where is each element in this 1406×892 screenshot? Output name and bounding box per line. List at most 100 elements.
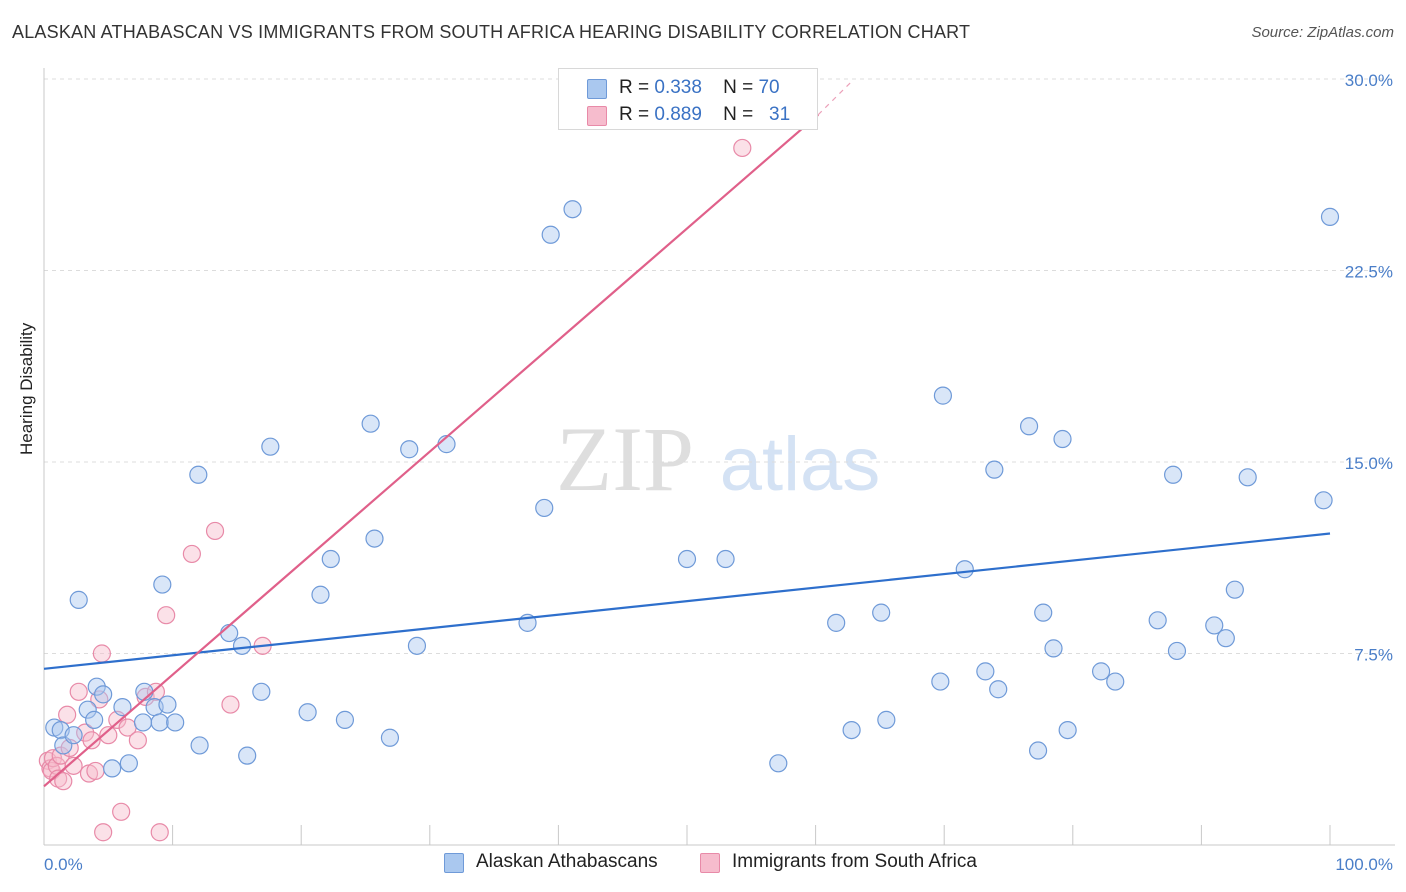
data-point-athabascan	[64, 726, 83, 745]
data-point-athabascan	[541, 225, 560, 244]
data-point-immigrants	[49, 769, 68, 788]
chart-title: ALASKAN ATHABASCAN VS IMMIGRANTS FROM SO…	[12, 22, 971, 42]
stats-legend: R = 0.338 N = 70 R = 0.889 N = 31	[558, 68, 818, 130]
data-point-athabascan	[1044, 639, 1063, 658]
data-point-athabascan	[103, 759, 122, 778]
data-point-immigrants	[128, 731, 147, 750]
bottom-legend-label-immigrants: Immigrants from South Africa	[732, 851, 977, 872]
legend-text-immigrants: R = 0.889 N = 31	[619, 104, 790, 126]
data-point-athabascan	[298, 703, 317, 722]
trend-lines	[43, 81, 1331, 788]
data-point-immigrants	[58, 705, 77, 724]
legend-swatch-pink	[587, 106, 607, 126]
data-point-athabascan	[380, 728, 400, 747]
data-point-immigrants	[205, 521, 225, 541]
data-point-athabascan	[931, 672, 950, 691]
data-point-athabascan	[232, 636, 252, 655]
data-point-immigrants	[112, 802, 131, 821]
legend-r-label: R =	[619, 104, 650, 125]
data-point-athabascan	[933, 386, 953, 405]
data-point-athabascan	[535, 498, 554, 518]
data-point-athabascan	[1028, 741, 1048, 760]
bottom-legend-swatch-pink	[700, 853, 720, 873]
data-point-athabascan	[335, 710, 355, 729]
axes	[43, 68, 1395, 846]
data-point-immigrants	[157, 606, 176, 625]
bottom-legend-swatch-blue	[444, 853, 464, 873]
data-point-immigrants	[64, 756, 83, 775]
data-point-athabascan	[1320, 207, 1340, 226]
x-tick-label-min: 0.0%	[44, 855, 83, 874]
data-point-athabascan	[400, 440, 419, 459]
y-tick-label: 15.0%	[1345, 454, 1393, 473]
data-point-athabascan	[1058, 720, 1077, 740]
watermark: ZIP atlas	[556, 408, 880, 510]
data-point-immigrants	[86, 761, 105, 781]
legend-r-value: 0.889	[654, 104, 702, 125]
data-point-athabascan	[78, 700, 97, 719]
data-point-athabascan	[407, 636, 427, 655]
legend-r-value: 0.338	[654, 77, 702, 98]
data-point-athabascan	[69, 590, 88, 609]
y-tick-label: 22.5%	[1345, 263, 1393, 282]
data-point-athabascan	[1091, 662, 1111, 681]
trend-line-athabascan	[43, 532, 1331, 670]
y-tick-label: 30.0%	[1345, 71, 1393, 90]
data-point-athabascan	[135, 682, 154, 701]
data-point-athabascan	[1164, 465, 1183, 484]
legend-n-label: N =	[723, 104, 754, 125]
legend-n-value: 31	[769, 104, 791, 125]
data-point-athabascan	[261, 437, 280, 456]
data-point-athabascan	[976, 662, 995, 681]
legend-r-label: R =	[619, 77, 650, 98]
data-point-athabascan	[955, 560, 974, 579]
data-point-immigrants	[150, 823, 169, 842]
data-point-athabascan	[252, 682, 271, 701]
data-point-athabascan	[150, 713, 169, 732]
data-point-athabascan	[365, 529, 384, 548]
data-point-immigrants	[182, 544, 201, 564]
data-point-athabascan	[190, 736, 209, 755]
data-point-athabascan	[1106, 672, 1125, 691]
data-point-athabascan	[989, 680, 1008, 699]
data-point-athabascan	[769, 754, 788, 773]
data-point-athabascan	[311, 585, 330, 604]
data-point-athabascan	[1225, 580, 1244, 599]
data-point-athabascan	[166, 713, 185, 732]
watermark-atlas: atlas	[720, 422, 881, 507]
data-point-athabascan	[361, 414, 380, 433]
data-point-athabascan	[1205, 616, 1224, 635]
data-point-immigrants	[69, 682, 88, 701]
data-point-athabascan	[563, 200, 582, 219]
data-point-athabascan	[158, 695, 177, 714]
x-tick-labels: 0.0% 100.0%	[44, 855, 1393, 874]
data-point-immigrants	[82, 731, 101, 750]
data-point-immigrants	[99, 726, 118, 745]
data-point-athabascan	[1034, 603, 1053, 622]
legend-n-label: N =	[723, 77, 754, 98]
legend-n-value: 70	[758, 77, 780, 98]
legend-text-athabascan: R = 0.338 N = 70	[619, 77, 780, 99]
data-point-athabascan	[1148, 611, 1167, 630]
data-point-athabascan	[189, 465, 208, 484]
data-point-athabascan	[677, 549, 697, 569]
data-point-athabascan	[872, 603, 891, 622]
legend-swatch-blue	[587, 79, 607, 99]
data-point-immigrants	[733, 138, 752, 158]
trend-line-immigrants	[43, 113, 819, 788]
data-point-athabascan	[1053, 429, 1072, 449]
data-point-athabascan	[94, 685, 113, 704]
gridlines	[44, 78, 1395, 654]
data-point-immigrants	[94, 823, 113, 842]
watermark-zip: ZIP	[556, 408, 694, 510]
data-point-athabascan	[133, 713, 153, 732]
y-tick-label: 7.5%	[1354, 646, 1393, 665]
data-point-athabascan	[113, 698, 132, 717]
data-point-athabascan	[220, 623, 239, 643]
data-point-athabascan	[877, 710, 896, 729]
data-point-athabascan	[827, 613, 846, 632]
data-point-athabascan	[1167, 641, 1187, 661]
data-point-athabascan	[1238, 468, 1257, 487]
bottom-legend-label-athabascan: Alaskan Athabascans	[476, 851, 658, 872]
